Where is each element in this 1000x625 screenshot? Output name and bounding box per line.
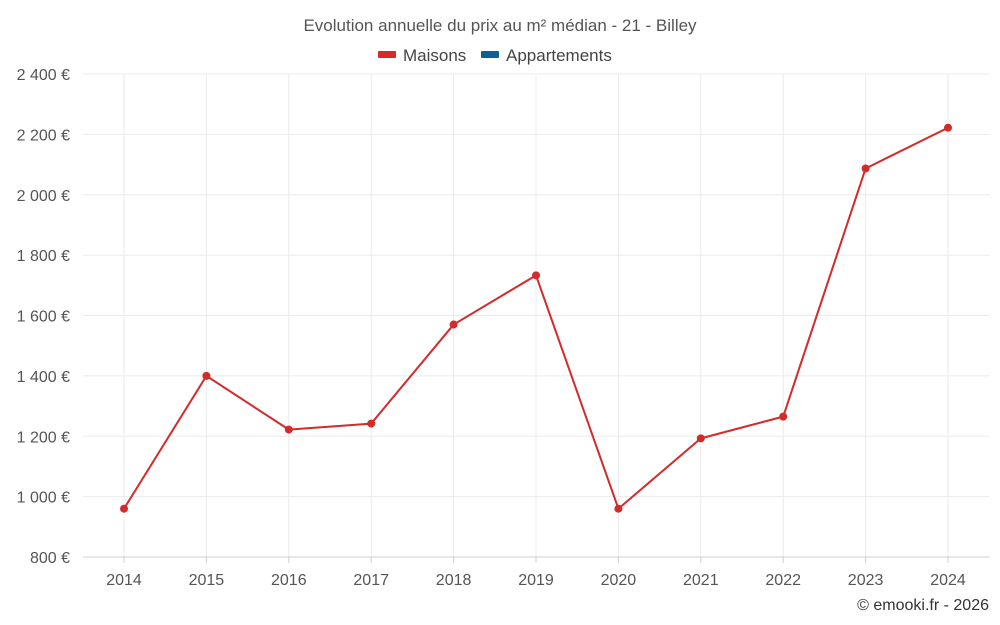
data-point-2016[interactable] — [284, 425, 293, 434]
data-point-2015[interactable] — [202, 371, 211, 380]
y-tick-label: 1 400 € — [17, 369, 70, 386]
y-tick-label: 2 400 € — [17, 67, 70, 84]
x-tick-label: 2023 — [848, 572, 884, 589]
legend-label-maisons[interactable]: Maisons — [403, 46, 466, 65]
chart-title: Evolution annuelle du prix au m² médian … — [303, 16, 697, 35]
legend: Maisons Appartements — [378, 46, 612, 65]
y-tick-label: 2 200 € — [17, 127, 70, 144]
data-point-2017[interactable] — [367, 419, 376, 428]
y-tick-label: 1 200 € — [17, 429, 70, 446]
x-axis: 2014 2015 2016 2017 2018 2019 2020 2021 2022 2023… — [83, 556, 990, 589]
y-axis: 800 € 1 000 € 1 200 € 1 400 € 1 600 € 1 800 €… — [17, 67, 70, 567]
data-point-2018[interactable] — [449, 320, 458, 329]
data-point-2014[interactable] — [120, 504, 128, 513]
x-tick-label: 2021 — [683, 572, 719, 589]
grid — [83, 73, 990, 558]
x-tick-label: 2018 — [436, 572, 472, 589]
y-tick-label: 1 000 € — [17, 490, 70, 507]
data-point-2024[interactable] — [944, 123, 952, 132]
x-tick-label: 2014 — [106, 572, 142, 589]
y-tick-label: 1 600 € — [17, 309, 70, 326]
data-point-2021[interactable] — [696, 434, 705, 443]
credit-text: © emooki.fr - 2026 — [857, 597, 989, 614]
data-point-2022[interactable] — [779, 412, 788, 421]
legend-swatch-appartements — [481, 51, 499, 58]
x-tick-label: 2024 — [930, 572, 966, 589]
x-tick-label: 2016 — [271, 572, 307, 589]
data-point-2019[interactable] — [532, 271, 540, 280]
x-tick-label: 2015 — [189, 572, 225, 589]
data-point-2020[interactable] — [614, 504, 623, 513]
x-tick-label: 2020 — [601, 572, 637, 589]
legend-swatch-maisons — [378, 51, 396, 58]
data-point-2023[interactable] — [861, 164, 870, 173]
legend-label-appartements[interactable]: Appartements — [506, 46, 612, 65]
y-tick-label: 2 000 € — [17, 188, 70, 205]
y-tick-label: 1 800 € — [17, 248, 70, 265]
x-tick-label: 2022 — [765, 572, 801, 589]
x-tick-label: 2019 — [518, 572, 554, 589]
y-tick-label: 800 € — [30, 550, 70, 567]
x-tick-label: 2017 — [353, 572, 389, 589]
series-layer — [120, 123, 952, 513]
